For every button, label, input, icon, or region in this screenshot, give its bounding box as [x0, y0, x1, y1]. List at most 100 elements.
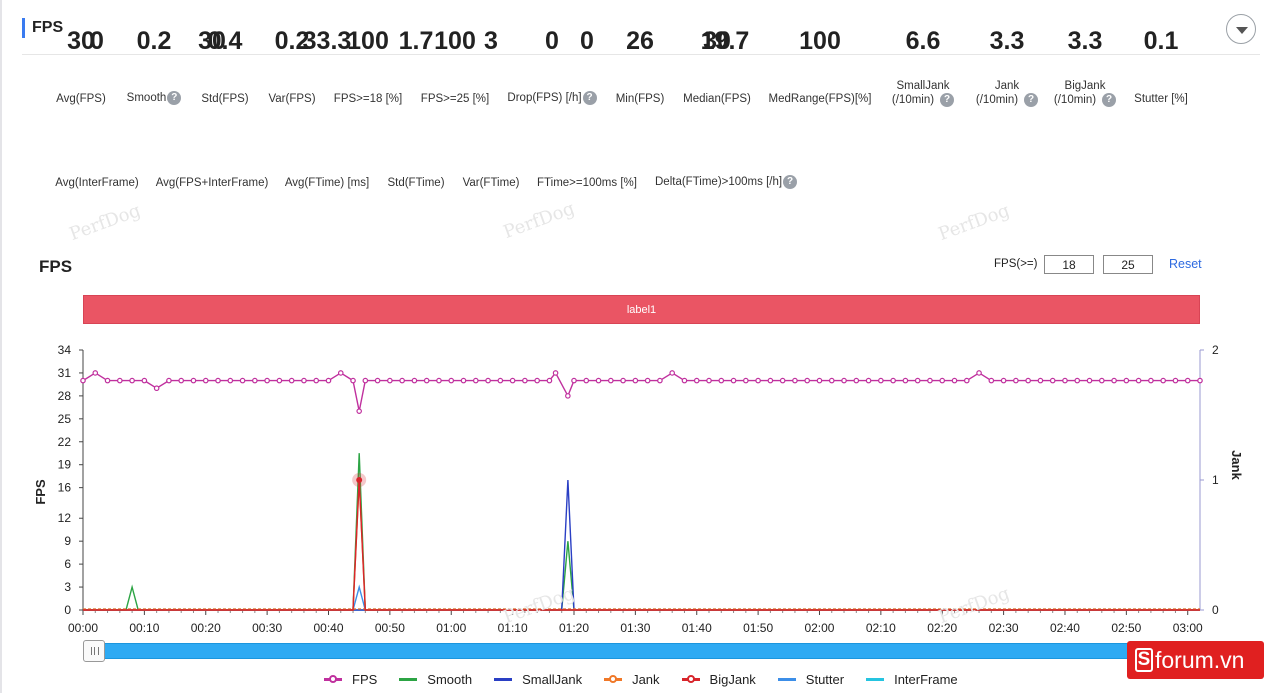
fps-threshold-high-input[interactable] [1103, 255, 1153, 274]
fps-point [816, 377, 823, 384]
help-icon[interactable]: ? [582, 91, 597, 105]
fps-point [963, 377, 970, 384]
help-icon[interactable]: ? [1102, 93, 1117, 107]
fps-point [313, 377, 320, 384]
metric-label: Delta(FTime)>100ms [/h]? [655, 175, 798, 189]
metric-metrics_row1-13: Stutter [%] 0.1 [1091, 27, 1231, 106]
title-accent [22, 18, 25, 38]
fps-point [288, 377, 295, 384]
fps-point [276, 377, 283, 384]
fps-point [546, 377, 553, 384]
metric-label-line1: BigJank [1064, 80, 1106, 92]
fps-point [1172, 377, 1179, 384]
metric-metrics_row2-1: Avg(FPS+InterFrame) 30 [142, 27, 282, 190]
y-tick-label: 22 [58, 435, 72, 449]
fps-point [423, 377, 430, 384]
fps-point [552, 370, 559, 376]
panel-header: FPS [22, 0, 1260, 55]
legend-swatch-icon [777, 673, 796, 685]
metric-value: 3.3 [1067, 27, 1103, 55]
metric-label: Min(FPS) [570, 93, 710, 106]
y-tick-label: 6 [64, 557, 71, 571]
watermark: PerfDog [66, 199, 144, 246]
metric-label-text: Var(FPS) [268, 93, 316, 105]
legend-item-stutter[interactable]: Stutter [777, 671, 845, 687]
series-line-jank [83, 479, 1200, 611]
fps-point [644, 377, 651, 384]
fps-point [153, 385, 160, 392]
legend-item-fps[interactable]: FPS [324, 672, 377, 687]
metric-metrics_row1-2: Std(FPS) 0.4 [155, 27, 295, 106]
fps-point [853, 377, 860, 384]
timeline-slider-handle[interactable] [83, 640, 105, 662]
fps-point [792, 377, 798, 384]
metric-label-line2: (/10min) [891, 94, 935, 107]
metric-label-line2: (/10min) [1053, 94, 1097, 107]
x-tick-label: 02:20 [927, 621, 957, 635]
legend-item-interframe[interactable]: InterFrame [866, 672, 958, 687]
timeline-slider-track[interactable] [83, 643, 1200, 659]
fps-point [841, 377, 847, 384]
legend-item-smooth[interactable]: Smooth [399, 672, 472, 687]
metric-metrics_row1-0: Avg(FPS) 30 [11, 27, 151, 106]
metric-value: 100 [434, 27, 476, 55]
fps-point [1135, 377, 1142, 384]
metric-label: FPS>=25 [%] [385, 93, 525, 106]
help-icon[interactable]: ? [167, 91, 182, 105]
chart-title: FPS [39, 257, 73, 276]
fps-point [1111, 377, 1117, 384]
help-icon[interactable]: ? [1024, 93, 1039, 107]
metric-metrics_row1-4: FPS>=18 [%] 100 [298, 27, 438, 106]
x-tick-label: 02:10 [866, 621, 896, 635]
fps-point [927, 377, 933, 384]
y-tick-label: 16 [58, 481, 72, 495]
metric-value: 0.1 [1143, 27, 1179, 55]
fps-point [350, 377, 356, 384]
watermark: PerfDog [935, 199, 1013, 246]
legend-item-bigjank[interactable]: BigJank [681, 672, 756, 687]
metric-value: 0.4 [207, 27, 243, 55]
fps-point [117, 377, 123, 384]
metric-label: FPS>=18 [%] [298, 93, 438, 106]
fps-point [325, 377, 332, 384]
series-line-fps [82, 371, 1200, 412]
metric-metrics_row1-9: MedRange(FPS)[%] 100 [750, 27, 890, 106]
fps-point [252, 377, 258, 384]
legend-swatch-icon [604, 673, 623, 685]
fps-point [448, 377, 455, 384]
y-tick-label: 12 [58, 511, 72, 525]
fps-point [595, 377, 602, 384]
fps-point [92, 370, 99, 376]
help-icon[interactable]: ? [783, 175, 798, 189]
fps-point [1148, 377, 1154, 384]
fps-point [509, 377, 516, 384]
fps-point [522, 377, 528, 384]
x-tick-label: 03:00 [1173, 621, 1203, 635]
fps-point [387, 377, 393, 384]
y-tick-label: 3 [64, 580, 71, 594]
metric-metrics_row1-7: Min(FPS) 26 [570, 27, 710, 106]
y2-tick-label: 2 [1212, 343, 1219, 357]
fps-threshold-low-input[interactable] [1044, 255, 1094, 274]
metric-label-text: Avg(InterFrame) [55, 177, 139, 189]
legend-label: Stutter [805, 671, 845, 687]
panel-title: FPS [32, 19, 64, 36]
legend-item-jank[interactable]: Jank [604, 672, 660, 687]
x-tick-label: 01:10 [498, 621, 528, 635]
watermark: PerfDog [500, 582, 578, 629]
metric-value: 100 [799, 27, 841, 55]
fps-point [902, 377, 909, 384]
fps-point [374, 377, 381, 384]
label-bar[interactable]: label1 [83, 295, 1200, 324]
fps-point [178, 377, 184, 384]
metric-value: 0.2 [136, 27, 172, 55]
fps-point [681, 377, 688, 384]
metric-label: Avg(FPS) [11, 93, 151, 106]
collapse-button[interactable] [1226, 14, 1256, 44]
legend-item-smalljank[interactable]: SmallJank [494, 672, 582, 687]
reset-link[interactable]: Reset [1169, 257, 1202, 271]
y-tick-label: 28 [58, 389, 72, 403]
help-icon[interactable]: ? [940, 93, 955, 107]
fps-point [951, 377, 958, 384]
